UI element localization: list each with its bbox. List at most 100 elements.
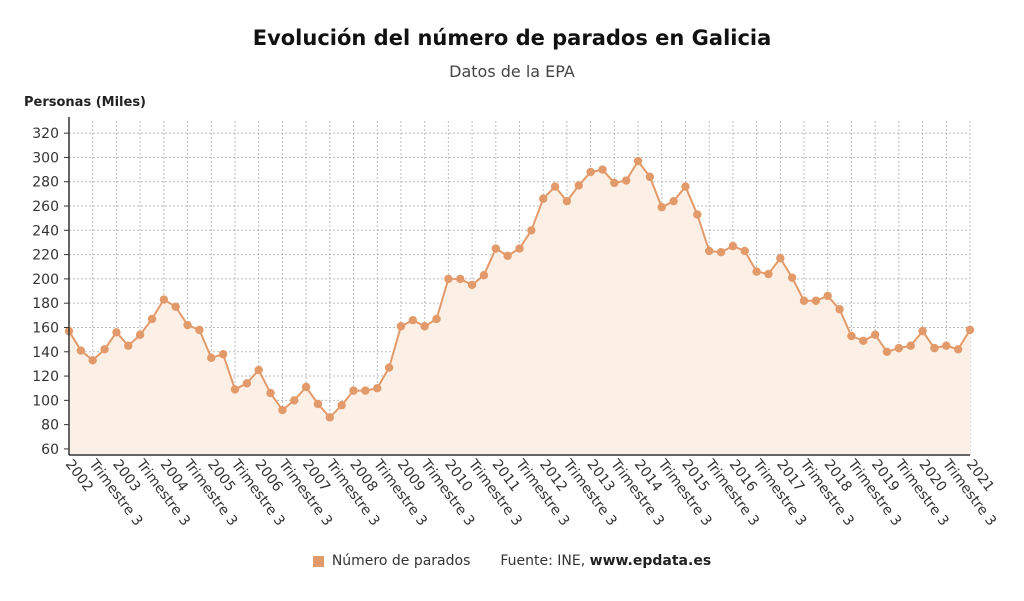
data-point bbox=[835, 305, 844, 314]
data-point bbox=[503, 251, 512, 261]
data-point bbox=[254, 365, 263, 375]
y-tick-label: 220 bbox=[32, 248, 59, 264]
data-point bbox=[586, 167, 595, 177]
data-point bbox=[550, 182, 560, 191]
data-point bbox=[882, 347, 892, 356]
data-point bbox=[515, 244, 524, 253]
data-point bbox=[384, 363, 394, 372]
legend-label: Número de parados bbox=[331, 553, 471, 569]
data-point bbox=[681, 182, 690, 191]
data-point bbox=[728, 241, 738, 251]
y-tick-label: 280 bbox=[32, 175, 59, 191]
data-point bbox=[159, 295, 169, 304]
data-point bbox=[444, 274, 453, 284]
data-point bbox=[207, 353, 216, 363]
data-point bbox=[633, 156, 643, 166]
chart-subtitle: Datos de la EPA bbox=[449, 62, 575, 81]
data-point bbox=[669, 196, 678, 206]
y-tick-label: 240 bbox=[32, 223, 59, 239]
data-point bbox=[930, 343, 939, 353]
data-point bbox=[491, 244, 500, 253]
data-point bbox=[965, 325, 975, 335]
data-point bbox=[337, 401, 346, 410]
data-points bbox=[64, 156, 975, 422]
source-note: Fuente: INE, www.epdata.es bbox=[500, 553, 711, 569]
source-site[interactable]: www.epdata.es bbox=[589, 553, 712, 569]
data-point bbox=[373, 384, 382, 393]
y-tick-label: 140 bbox=[32, 345, 59, 361]
data-point bbox=[112, 328, 121, 337]
data-point bbox=[787, 273, 797, 282]
data-point bbox=[942, 341, 951, 350]
data-point bbox=[847, 331, 856, 341]
data-point bbox=[147, 314, 157, 324]
data-point bbox=[693, 210, 702, 219]
series-area-fill bbox=[69, 161, 970, 455]
legend-swatch bbox=[312, 555, 324, 567]
data-point bbox=[539, 194, 548, 203]
data-point bbox=[870, 330, 880, 339]
data-point bbox=[918, 326, 927, 336]
data-point bbox=[349, 386, 358, 395]
data-point bbox=[183, 320, 192, 330]
y-tick-labels: 60 80 100 120 140 160 180 200 220 240 260 280 300 320 bbox=[32, 126, 59, 458]
y-axis-label: Personas (Miles) bbox=[24, 95, 147, 110]
data-point bbox=[88, 356, 97, 365]
data-point bbox=[823, 291, 832, 301]
data-point bbox=[456, 274, 465, 284]
data-point bbox=[764, 269, 773, 279]
data-point bbox=[894, 343, 904, 353]
data-point bbox=[467, 280, 477, 290]
data-point bbox=[527, 226, 536, 235]
data-point bbox=[598, 165, 607, 174]
data-point bbox=[432, 314, 441, 324]
y-tick-label: 300 bbox=[32, 150, 59, 166]
data-point bbox=[135, 330, 145, 339]
data-point bbox=[799, 296, 809, 305]
data-point bbox=[645, 172, 655, 182]
data-point bbox=[752, 267, 761, 276]
y-tick-label: 180 bbox=[32, 296, 59, 312]
data-point bbox=[776, 254, 785, 263]
y-tick-label: 80 bbox=[41, 418, 59, 434]
data-point bbox=[420, 322, 429, 331]
y-tick-label: 200 bbox=[32, 272, 59, 288]
data-point bbox=[195, 325, 204, 335]
data-point bbox=[218, 349, 228, 359]
data-point bbox=[610, 178, 619, 188]
source-prefix: Fuente: INE, bbox=[500, 553, 590, 569]
data-point bbox=[76, 346, 86, 355]
data-point bbox=[479, 271, 489, 280]
y-tick-label: 60 bbox=[41, 442, 59, 458]
data-point bbox=[290, 396, 299, 405]
data-point bbox=[325, 413, 335, 422]
y-tick-label: 120 bbox=[32, 369, 59, 385]
y-tick-label: 160 bbox=[32, 320, 59, 336]
data-point bbox=[657, 203, 666, 212]
data-point bbox=[230, 385, 240, 394]
y-tick-label: 100 bbox=[32, 393, 59, 409]
data-point bbox=[574, 181, 583, 190]
data-point bbox=[100, 345, 109, 354]
data-point bbox=[242, 379, 252, 388]
data-point bbox=[361, 386, 370, 395]
y-tick-label: 320 bbox=[32, 126, 59, 142]
data-point bbox=[906, 341, 915, 350]
data-point bbox=[716, 247, 726, 257]
data-point bbox=[408, 315, 418, 325]
legend-item[interactable]: Número de parados bbox=[312, 553, 471, 569]
data-point bbox=[396, 322, 406, 331]
data-point bbox=[562, 196, 572, 206]
data-point bbox=[621, 176, 631, 185]
data-point bbox=[301, 382, 311, 392]
data-point bbox=[124, 341, 133, 350]
axes bbox=[64, 117, 970, 456]
legend: Número de parados Fuente: INE, www.epdat… bbox=[0, 553, 1024, 569]
data-point bbox=[313, 399, 323, 409]
data-point bbox=[266, 388, 275, 398]
chart-title: Evolución del número de parados en Galic… bbox=[252, 26, 772, 50]
data-point bbox=[859, 336, 868, 346]
data-point bbox=[740, 246, 749, 256]
